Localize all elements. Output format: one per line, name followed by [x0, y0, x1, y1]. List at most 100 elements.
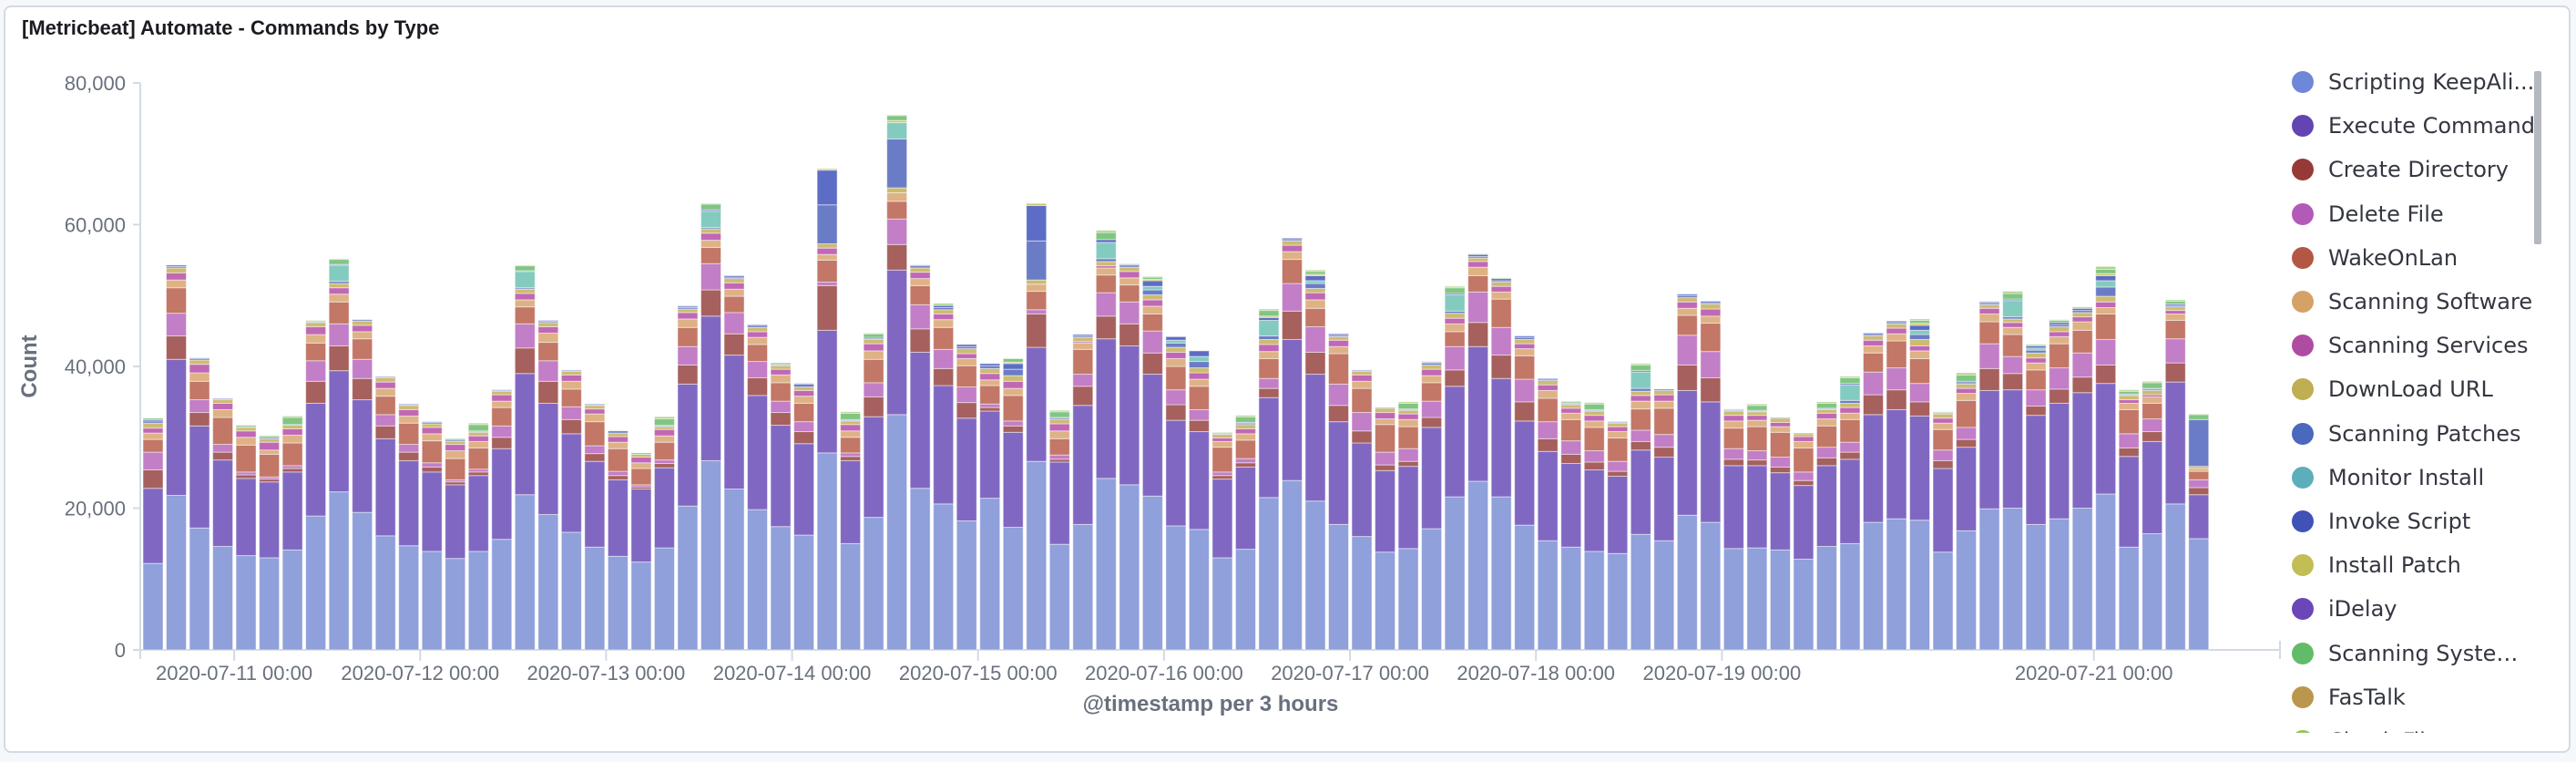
- bar-segment-scanning-system[interactable]: [445, 438, 466, 441]
- bar-segment-wakeonlan[interactable]: [1793, 447, 1814, 473]
- bar-segment-wakeonlan[interactable]: [979, 385, 1001, 405]
- bar-segment-download-url[interactable]: [1328, 335, 1350, 341]
- bar-segment-delete-file[interactable]: [1514, 378, 1536, 403]
- bar-segment-download-url[interactable]: [2118, 395, 2140, 401]
- bar-stack[interactable]: [816, 168, 838, 651]
- bar-segment-wakeonlan[interactable]: [2095, 313, 2117, 340]
- bar-segment-create-directory[interactable]: [1281, 310, 1303, 340]
- bar-segment-download-url[interactable]: [2049, 325, 2070, 333]
- bar-stack[interactable]: [537, 319, 559, 651]
- bar-segment-check-file[interactable]: [328, 258, 350, 261]
- bar-segment-scanning-services[interactable]: [328, 287, 350, 295]
- bar-segment-scanning-software[interactable]: [653, 435, 675, 443]
- bar-segment-delete-file[interactable]: [700, 263, 721, 291]
- bar-segment-invoke-script[interactable]: [1514, 335, 1536, 338]
- bar-segment-wakeonlan[interactable]: [840, 437, 862, 454]
- bar-segment-download-url[interactable]: [2025, 352, 2047, 359]
- bar-segment-execute-command[interactable]: [1048, 461, 1070, 545]
- bar-segment-scripting-keepalive[interactable]: [1258, 497, 1280, 651]
- bar-segment-wakeonlan[interactable]: [584, 421, 606, 447]
- bar-segment-delete-file[interactable]: [2071, 352, 2093, 378]
- bar-segment-scripting-keepalive[interactable]: [1397, 548, 1419, 651]
- bar-segment-create-directory[interactable]: [1583, 461, 1605, 471]
- bar-stack[interactable]: [1839, 376, 1861, 651]
- bar-segment-wakeonlan[interactable]: [1746, 426, 1768, 452]
- bar-stack[interactable]: [1978, 300, 2000, 651]
- bar-segment-scanning-services[interactable]: [1676, 301, 1698, 309]
- bar-stack[interactable]: [1026, 202, 1048, 651]
- bar-segment-scanning-services[interactable]: [1421, 368, 1443, 376]
- bar-segment-download-url[interactable]: [1304, 287, 1326, 293]
- bar-segment-scripting-keepalive[interactable]: [1141, 495, 1163, 651]
- bar-segment-scripting-keepalive[interactable]: [374, 535, 396, 651]
- bar-segment-check-file[interactable]: [1932, 411, 1954, 414]
- bar-segment-scripting-keepalive[interactable]: [1026, 460, 1048, 651]
- bar-segment-execute-command[interactable]: [1328, 421, 1350, 525]
- bar-segment-scripting-keepalive[interactable]: [1072, 523, 1094, 651]
- bar-segment-download-url[interactable]: [1909, 338, 1931, 346]
- bar-segment-create-directory[interactable]: [1258, 387, 1280, 398]
- bar-stack[interactable]: [467, 422, 489, 651]
- bar-stack[interactable]: [1676, 293, 1698, 651]
- bar-segment-invoke-script[interactable]: [166, 264, 188, 267]
- bar-segment-scanning-software[interactable]: [1375, 418, 1396, 426]
- legend-item[interactable]: DownLoad URL: [2277, 371, 2493, 407]
- bar-segment-delete-file[interactable]: [1815, 447, 1837, 458]
- bar-segment-scanning-services[interactable]: [909, 272, 931, 280]
- bar-segment-download-url[interactable]: [1862, 335, 1884, 341]
- bar-segment-execute-command[interactable]: [1026, 346, 1048, 462]
- bar-segment-execute-command[interactable]: [1281, 338, 1303, 481]
- bar-segment-wakeonlan[interactable]: [398, 422, 420, 446]
- bar-stack[interactable]: [2142, 380, 2163, 651]
- bar-segment-download-url[interactable]: [1444, 313, 1466, 319]
- bar-segment-invoke-script[interactable]: [398, 403, 420, 406]
- bar-segment-execute-command[interactable]: [537, 402, 559, 515]
- bar-stack[interactable]: [1211, 431, 1233, 651]
- bar-segment-delete-file[interactable]: [2188, 479, 2210, 489]
- bar-segment-scanning-services[interactable]: [398, 408, 420, 417]
- bar-segment-execute-command[interactable]: [1722, 465, 1744, 550]
- bar-segment-scripting-keepalive[interactable]: [1490, 496, 1512, 651]
- bar-segment-create-directory[interactable]: [1467, 322, 1489, 347]
- bar-segment-check-file[interactable]: [700, 202, 721, 205]
- bar-segment-scanning-system[interactable]: [259, 435, 281, 438]
- bar-segment-download-url[interactable]: [189, 359, 210, 366]
- bar-segment-invoke-script[interactable]: [1676, 293, 1698, 296]
- bar-segment-execute-command[interactable]: [1862, 414, 1884, 523]
- bar-segment-invoke-script[interactable]: [1700, 300, 1722, 304]
- bar-segment-scanning-services[interactable]: [1211, 438, 1233, 442]
- bar-segment-scanning-system[interactable]: [235, 425, 257, 427]
- bar-segment-check-file[interactable]: [2118, 389, 2140, 392]
- bar-segment-scanning-software[interactable]: [630, 462, 652, 469]
- bar-segment-delete-file[interactable]: [723, 312, 745, 335]
- bar-segment-scripting-keepalive[interactable]: [259, 557, 281, 651]
- bar-segment-delete-file[interactable]: [1932, 449, 1954, 461]
- bar-segment-execute-command[interactable]: [1421, 427, 1443, 530]
- bar-segment-execute-command[interactable]: [1165, 419, 1187, 527]
- bar-segment-wakeonlan[interactable]: [1467, 274, 1489, 293]
- bar-segment-scanning-software[interactable]: [142, 432, 164, 440]
- bar-segment-download-url[interactable]: [166, 267, 188, 273]
- bar-segment-scanning-software[interactable]: [1978, 313, 2000, 323]
- bar-segment-scanning-services[interactable]: [305, 325, 327, 335]
- bar-segment-create-directory[interactable]: [1956, 438, 1978, 448]
- bar-segment-scanning-software[interactable]: [1676, 307, 1698, 316]
- bar-stack[interactable]: [1560, 400, 1582, 651]
- bar-stack[interactable]: [1467, 252, 1489, 651]
- bar-segment-invoke-script[interactable]: [560, 369, 582, 372]
- bar-segment-delete-file[interactable]: [1188, 408, 1210, 421]
- bar-segment-wakeonlan[interactable]: [560, 388, 582, 407]
- bar-segment-scanning-software[interactable]: [1188, 378, 1210, 387]
- bar-segment-check-file[interactable]: [1234, 415, 1256, 417]
- bar-segment-create-directory[interactable]: [1514, 401, 1536, 422]
- bar-segment-execute-command[interactable]: [1978, 389, 2000, 510]
- bar-segment-download-url[interactable]: [142, 422, 164, 429]
- bar-segment-scanning-services[interactable]: [1281, 244, 1303, 252]
- bar-stack[interactable]: [1328, 333, 1350, 651]
- bar-segment-delete-file[interactable]: [1048, 454, 1070, 460]
- bar-segment-scanning-software[interactable]: [1095, 267, 1117, 276]
- bar-segment-wakeonlan[interactable]: [1188, 386, 1210, 410]
- bar-segment-wakeonlan[interactable]: [421, 440, 443, 464]
- bar-segment-execute-command[interactable]: [491, 448, 513, 541]
- bar-segment-scripting-keepalive[interactable]: [607, 555, 629, 651]
